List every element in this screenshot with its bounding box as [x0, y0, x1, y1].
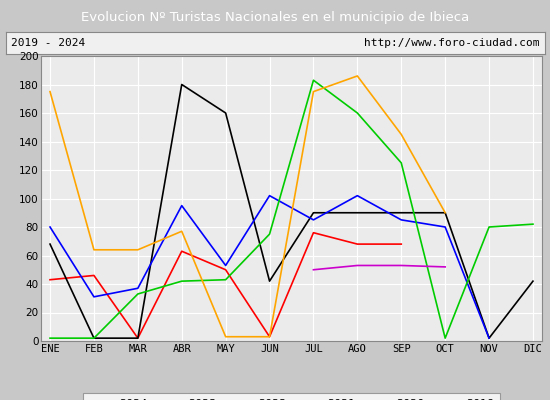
2024	[178, 249, 185, 254]
2024	[135, 336, 141, 340]
2019	[354, 263, 361, 268]
2022	[135, 286, 141, 291]
2020	[135, 247, 141, 252]
2022	[442, 225, 448, 230]
2023	[135, 336, 141, 340]
2020	[222, 334, 229, 339]
2019	[310, 267, 317, 272]
2022	[398, 218, 405, 222]
Line: 2022: 2022	[50, 196, 489, 338]
2020	[178, 229, 185, 234]
2021	[222, 277, 229, 282]
2022	[310, 218, 317, 222]
2024	[222, 267, 229, 272]
2022	[178, 203, 185, 208]
Text: http://www.foro-ciudad.com: http://www.foro-ciudad.com	[364, 38, 539, 48]
2024	[354, 242, 361, 246]
2022	[354, 193, 361, 198]
2023	[442, 210, 448, 215]
2021	[398, 160, 405, 165]
2019	[442, 264, 448, 269]
2022	[222, 263, 229, 268]
2023	[310, 210, 317, 215]
2023	[47, 242, 53, 246]
2024	[47, 277, 53, 282]
2023	[222, 110, 229, 115]
Line: 2021: 2021	[50, 80, 533, 338]
2020	[398, 132, 405, 137]
Text: Evolucion Nº Turistas Nacionales en el municipio de Ibieca: Evolucion Nº Turistas Nacionales en el m…	[81, 10, 469, 24]
2019	[398, 263, 405, 268]
2023	[398, 210, 405, 215]
2021	[486, 225, 492, 230]
2024	[266, 334, 273, 339]
2020	[354, 74, 361, 78]
Legend: 2024, 2023, 2022, 2021, 2020, 2019: 2024, 2023, 2022, 2021, 2020, 2019	[83, 393, 500, 400]
2023	[178, 82, 185, 87]
2024	[398, 242, 405, 246]
Line: 2019: 2019	[314, 266, 445, 270]
Line: 2020: 2020	[50, 76, 445, 337]
2020	[47, 89, 53, 94]
2023	[266, 279, 273, 284]
Line: 2024: 2024	[50, 233, 402, 338]
2023	[354, 210, 361, 215]
2021	[442, 336, 448, 340]
2022	[486, 336, 492, 340]
2023	[91, 336, 97, 340]
2024	[91, 273, 97, 278]
2020	[266, 334, 273, 339]
2021	[47, 336, 53, 340]
2021	[266, 232, 273, 236]
2021	[354, 110, 361, 115]
Line: 2023: 2023	[50, 84, 533, 338]
2023	[530, 279, 536, 284]
2021	[178, 279, 185, 284]
2021	[135, 292, 141, 296]
2020	[91, 247, 97, 252]
2021	[91, 336, 97, 340]
2021	[530, 222, 536, 226]
2020	[310, 89, 317, 94]
2022	[47, 225, 53, 230]
2023	[486, 336, 492, 340]
2024	[310, 230, 317, 235]
Text: 2019 - 2024: 2019 - 2024	[11, 38, 85, 48]
2020	[442, 210, 448, 215]
2022	[91, 294, 97, 299]
2021	[310, 78, 317, 83]
2022	[266, 193, 273, 198]
